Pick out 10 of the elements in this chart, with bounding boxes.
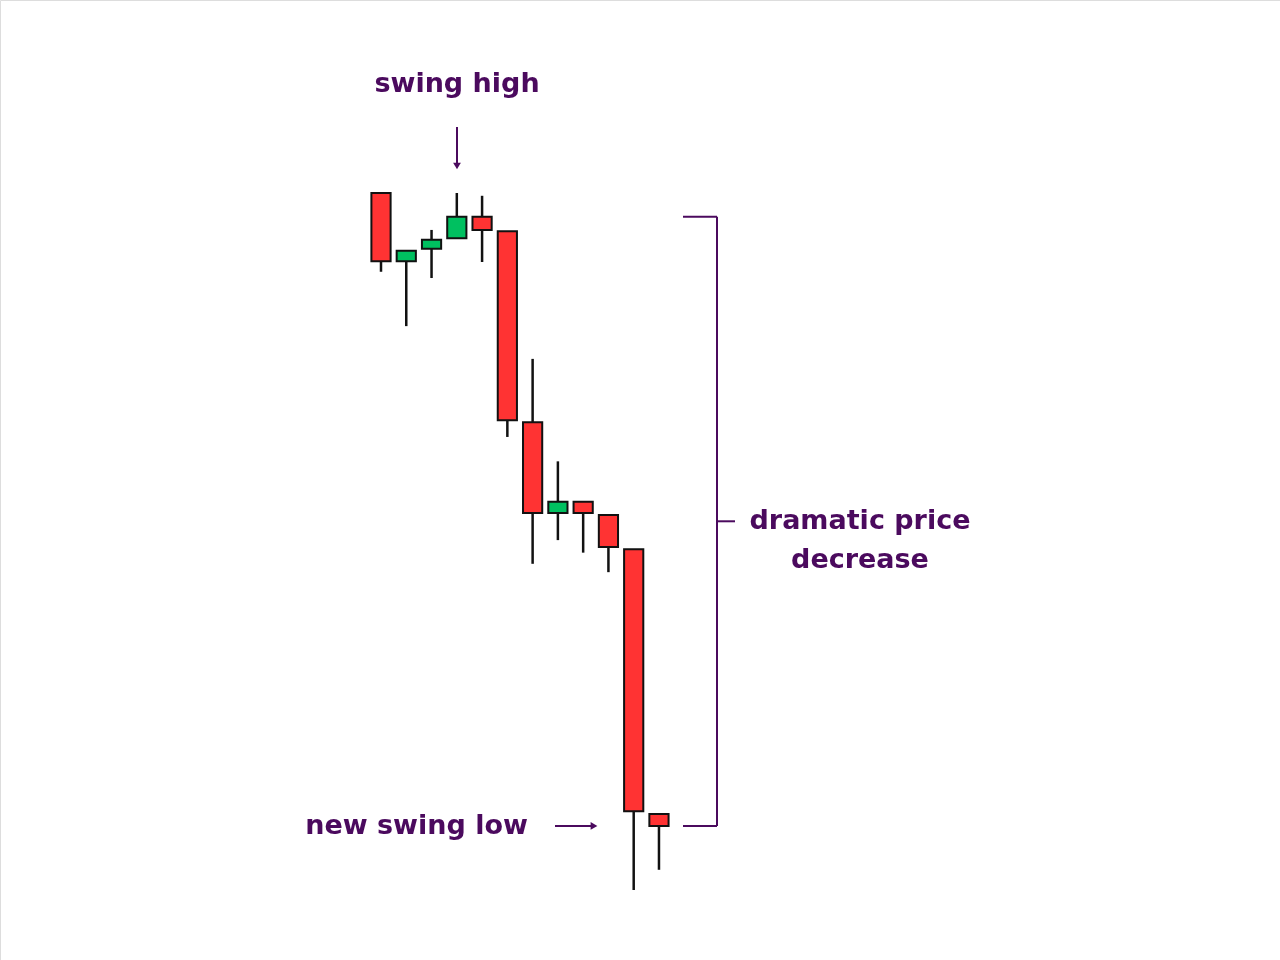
annotation: new swing low — [305, 808, 528, 840]
candlestick — [446, 191, 468, 240]
candlestick — [471, 194, 493, 264]
text: dramatic price decrease — [749, 504, 971, 575]
candlestick — [420, 228, 443, 280]
candlestick — [395, 249, 417, 328]
candlestick — [547, 460, 569, 542]
candlestick — [648, 812, 670, 872]
candlestick — [572, 500, 594, 554]
text: swing high — [374, 67, 540, 98]
